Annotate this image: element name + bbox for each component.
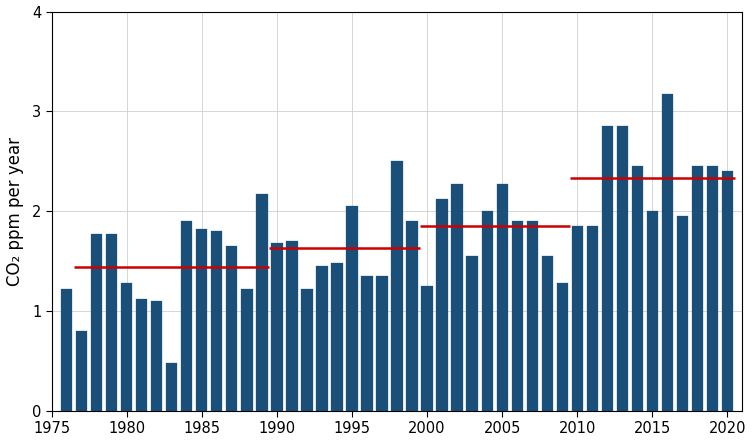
Bar bbox=[406, 221, 418, 411]
Bar bbox=[346, 206, 357, 411]
Bar bbox=[482, 211, 493, 411]
Y-axis label: CO₂ ppm per year: CO₂ ppm per year bbox=[5, 137, 23, 286]
Bar bbox=[76, 331, 87, 411]
Bar bbox=[317, 266, 327, 411]
Bar bbox=[722, 171, 733, 411]
Bar bbox=[602, 126, 613, 411]
Bar bbox=[587, 226, 598, 411]
Bar bbox=[211, 231, 222, 411]
Bar bbox=[511, 221, 523, 411]
Bar bbox=[106, 234, 118, 411]
Bar bbox=[706, 166, 718, 411]
Bar bbox=[241, 289, 253, 411]
Bar bbox=[391, 161, 403, 411]
Bar bbox=[632, 166, 643, 411]
Bar bbox=[497, 184, 507, 411]
Bar bbox=[271, 243, 283, 411]
Bar bbox=[61, 289, 72, 411]
Bar bbox=[647, 211, 658, 411]
Bar bbox=[437, 199, 448, 411]
Bar bbox=[572, 226, 583, 411]
Bar bbox=[121, 283, 133, 411]
Bar bbox=[166, 363, 177, 411]
Bar bbox=[302, 289, 313, 411]
Bar bbox=[541, 256, 553, 411]
Bar bbox=[151, 301, 162, 411]
Bar bbox=[467, 256, 478, 411]
Bar bbox=[662, 95, 673, 411]
Bar bbox=[361, 276, 372, 411]
Bar bbox=[331, 263, 342, 411]
Bar bbox=[196, 229, 207, 411]
Bar bbox=[691, 166, 703, 411]
Bar bbox=[526, 221, 538, 411]
Bar bbox=[256, 194, 268, 411]
Bar bbox=[91, 234, 103, 411]
Bar bbox=[376, 276, 388, 411]
Bar bbox=[136, 299, 147, 411]
Bar bbox=[226, 246, 238, 411]
Bar bbox=[676, 216, 688, 411]
Bar bbox=[181, 221, 192, 411]
Bar bbox=[617, 126, 628, 411]
Bar bbox=[556, 283, 568, 411]
Bar bbox=[421, 286, 433, 411]
Bar bbox=[452, 184, 463, 411]
Bar bbox=[287, 241, 298, 411]
